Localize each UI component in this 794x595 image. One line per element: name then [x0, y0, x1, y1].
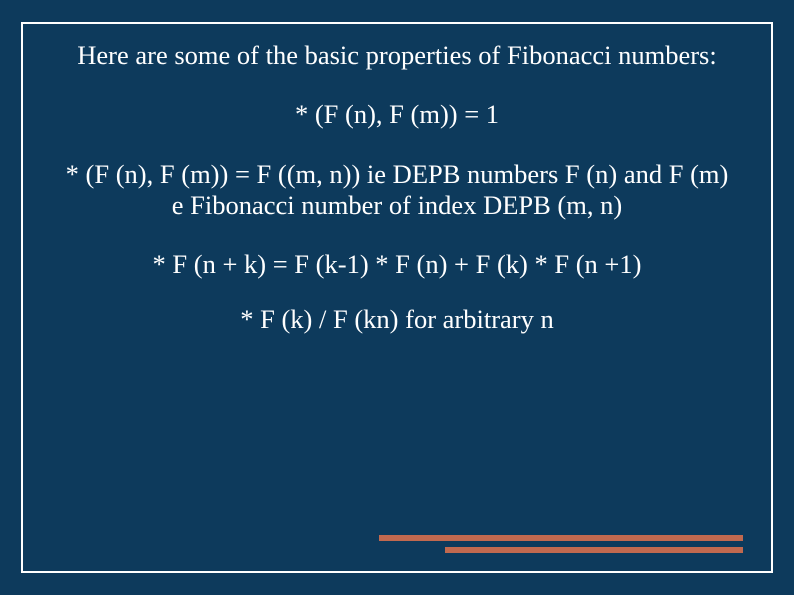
accent-bar-top	[379, 535, 743, 541]
property-line-1: * (F (n), F (m)) = 1	[63, 99, 731, 130]
property-line-2: * (F (n), F (m)) = F ((m, n)) ie DEPB nu…	[63, 159, 731, 222]
property-line-4: * F (k) / F (kn) for arbitrary n	[63, 304, 731, 335]
slide: Here are some of the basic properties of…	[0, 0, 794, 595]
property-line-3: * F (n + k) = F (k-1) * F (n) + F (k) * …	[63, 249, 731, 280]
slide-body: Here are some of the basic properties of…	[63, 40, 731, 364]
heading-text: Here are some of the basic properties of…	[63, 40, 731, 71]
accent-bar-bottom	[445, 547, 743, 553]
accent-bars	[379, 535, 743, 553]
slide-frame: Here are some of the basic properties of…	[21, 22, 773, 573]
